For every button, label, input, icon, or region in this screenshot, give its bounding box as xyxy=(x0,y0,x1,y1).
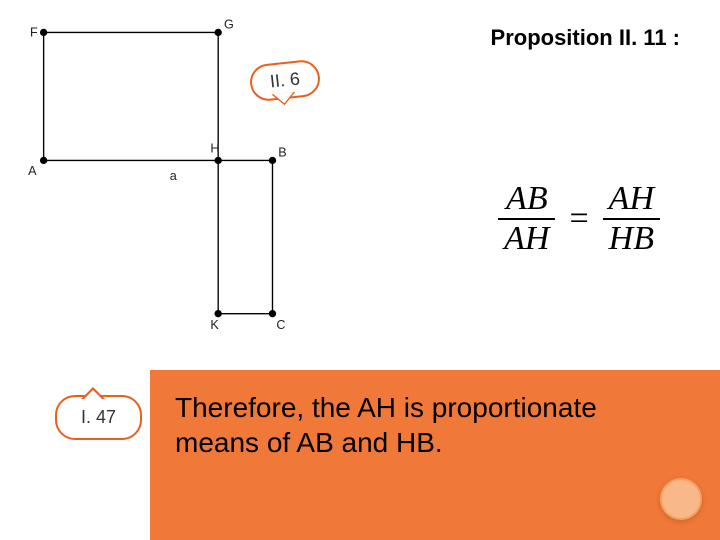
svg-text:K: K xyxy=(210,318,219,332)
svg-text:A: A xyxy=(28,164,37,178)
callout-i47: I. 47 xyxy=(55,395,142,440)
conclusion-text: Therefore, the AH is proportionate means… xyxy=(175,390,615,460)
left-numerator: AB xyxy=(500,180,554,218)
proposition-title: Proposition II. 11 : xyxy=(491,25,680,51)
right-denominator: HB xyxy=(603,220,660,258)
svg-text:F: F xyxy=(30,25,38,39)
svg-text:H: H xyxy=(210,142,219,156)
fraction-right: AH HB xyxy=(603,180,660,258)
fraction-left: AB AH xyxy=(498,180,555,258)
geometry-diagram: F G A H B K Ca xyxy=(20,15,300,335)
svg-text:B: B xyxy=(278,146,286,160)
svg-text:G: G xyxy=(224,18,234,32)
equals-sign: = xyxy=(569,200,588,238)
svg-text:a: a xyxy=(170,169,177,183)
left-denominator: AH xyxy=(498,220,555,258)
svg-text:C: C xyxy=(276,318,285,332)
ratio-equation: AB AH = AH HB xyxy=(498,180,660,258)
right-numerator: AH xyxy=(603,180,660,218)
decorative-circle-icon xyxy=(660,478,702,520)
